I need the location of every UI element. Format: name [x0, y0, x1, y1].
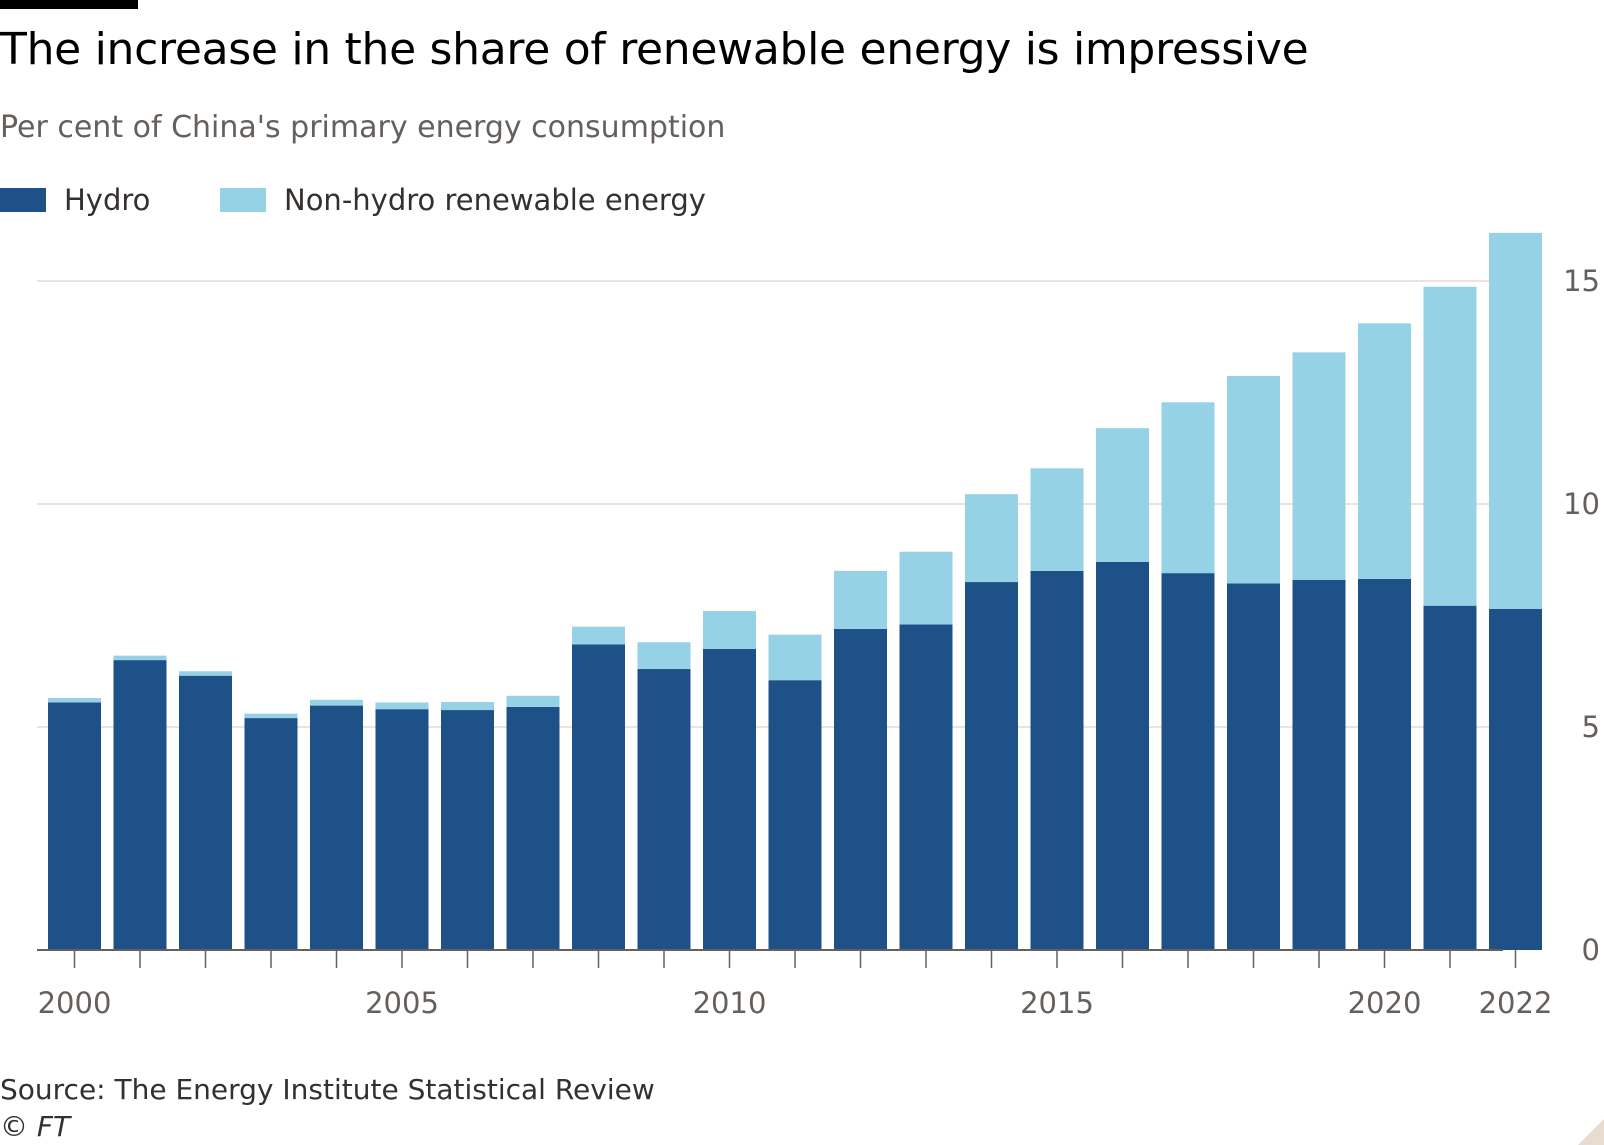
chart-subtitle: Per cent of China's primary energy consu…: [0, 110, 726, 145]
bar-hydro-2012: [834, 628, 887, 950]
bar-non-hydro-2005: [375, 702, 429, 710]
bar-non-hydro-2001: [113, 655, 167, 661]
bar-non-hydro-2019: [1292, 352, 1346, 580]
top-accent-bar: [0, 0, 138, 9]
bar-hydro-2013: [899, 624, 953, 950]
bar-hydro-2014: [965, 582, 1018, 950]
bar-hydro-2006: [441, 710, 494, 950]
y-tick-label-10: 10: [1563, 487, 1600, 521]
bar-hydro-2008: [572, 644, 625, 950]
legend-label-hydro: Hydro: [64, 183, 151, 217]
copyright-credit: © FT: [0, 1110, 71, 1143]
bar-hydro-2019: [1292, 579, 1346, 950]
legend-swatch-hydro: [0, 188, 46, 212]
bar-hydro-2010: [703, 648, 756, 950]
legend-swatch-non-hydro: [220, 188, 266, 212]
bar-hydro-2022: [1489, 608, 1542, 950]
bar-hydro-2016: [1096, 561, 1149, 950]
bar-non-hydro-2015: [1030, 468, 1084, 571]
bar-hydro-2004: [310, 705, 363, 950]
x-tick-label-2015: 2015: [1020, 986, 1094, 1020]
bar-non-hydro-2003: [244, 713, 298, 719]
x-tick-label-2020: 2020: [1348, 986, 1422, 1020]
bar-non-hydro-2021: [1423, 286, 1477, 606]
bar-non-hydro-2002: [179, 671, 232, 676]
legend-item-non-hydro: Non-hydro renewable energy: [220, 183, 706, 217]
y-tick-label-0: 0: [1582, 933, 1600, 967]
bar-hydro-2000: [48, 702, 101, 950]
legend-label-non-hydro: Non-hydro renewable energy: [284, 183, 706, 217]
bar-hydro-2015: [1030, 570, 1084, 950]
bar-non-hydro-2020: [1358, 323, 1411, 579]
x-tick-label-2010: 2010: [693, 986, 767, 1020]
bar-hydro-2009: [637, 669, 691, 950]
corner-fold-mark: [1578, 1119, 1604, 1145]
bar-hydro-2021: [1423, 605, 1477, 950]
x-tick-label-2022: 2022: [1479, 986, 1553, 1020]
chart-title: The increase in the share of renewable e…: [0, 24, 1309, 75]
bar-hydro-2001: [113, 660, 167, 950]
bar-hydro-2018: [1227, 583, 1280, 950]
source-note: Source: The Energy Institute Statistical…: [0, 1073, 655, 1106]
bar-non-hydro-2018: [1227, 375, 1280, 584]
bar-hydro-2002: [179, 675, 232, 950]
bar-non-hydro-2009: [637, 642, 691, 670]
bar-hydro-2011: [768, 680, 822, 950]
bar-non-hydro-2007: [506, 695, 560, 707]
legend-item-hydro: Hydro: [0, 183, 150, 217]
bar-non-hydro-2010: [703, 611, 756, 649]
bar-non-hydro-2006: [441, 702, 494, 711]
y-tick-label-15: 15: [1563, 264, 1600, 298]
bar-hydro-2007: [506, 706, 560, 950]
bar-non-hydro-2012: [834, 570, 887, 629]
bar-non-hydro-2000: [48, 698, 101, 703]
bar-non-hydro-2011: [768, 634, 822, 681]
bar-non-hydro-2016: [1096, 428, 1149, 562]
bar-non-hydro-2008: [572, 626, 625, 645]
y-tick-label-5: 5: [1582, 710, 1600, 744]
bar-non-hydro-2022: [1489, 232, 1542, 609]
x-tick-label-2000: 2000: [38, 986, 112, 1020]
bar-non-hydro-2017: [1161, 402, 1215, 574]
bar-hydro-2017: [1161, 573, 1215, 950]
bar-hydro-2003: [244, 718, 298, 950]
bar-non-hydro-2014: [965, 494, 1018, 583]
bar-non-hydro-2013: [899, 551, 953, 625]
bar-hydro-2020: [1358, 578, 1411, 950]
bar-hydro-2005: [375, 709, 429, 950]
x-tick-label-2005: 2005: [365, 986, 439, 1020]
bar-non-hydro-2004: [310, 699, 363, 706]
